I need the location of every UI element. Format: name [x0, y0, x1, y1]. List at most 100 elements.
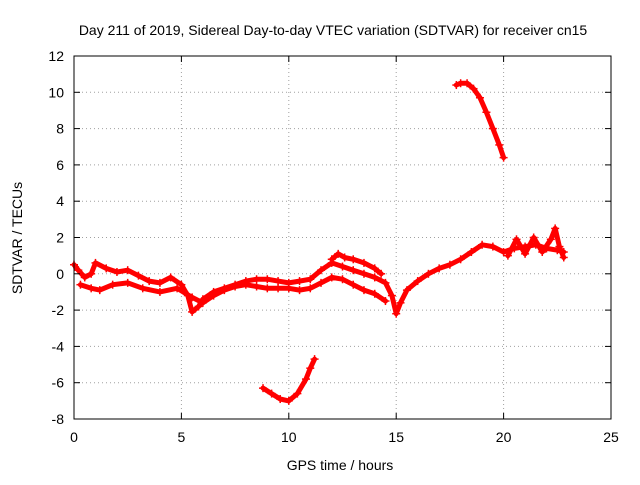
data-point	[349, 255, 358, 264]
data-point	[306, 275, 315, 284]
data-point	[340, 253, 349, 262]
y-tick-label: -2	[52, 302, 65, 318]
x-tick-label: 5	[178, 429, 186, 445]
data-point	[381, 278, 390, 287]
data-point	[188, 307, 197, 316]
data-point	[134, 271, 143, 280]
data-point	[482, 108, 491, 117]
data-point	[138, 284, 147, 293]
y-tick-label: -4	[52, 338, 65, 354]
x-tick-label: 20	[496, 429, 512, 445]
data-point	[293, 389, 302, 398]
data-point	[166, 273, 175, 282]
data-point	[209, 291, 218, 300]
data-point	[456, 255, 465, 264]
data-point	[467, 248, 476, 257]
data-point	[263, 284, 272, 293]
x-tick-label: 15	[388, 429, 404, 445]
chart-title: Day 211 of 2019, Sidereal Day-to-day VTE…	[79, 22, 588, 38]
data-point	[231, 282, 240, 291]
data-point	[327, 273, 336, 282]
x-axis-label: GPS time / hours	[287, 457, 394, 473]
data-point	[387, 291, 396, 300]
data-point	[495, 140, 504, 149]
series-late-scatter	[503, 224, 568, 262]
data-point	[317, 266, 326, 275]
data-point	[274, 284, 283, 293]
data-point	[424, 269, 433, 278]
data-point	[123, 278, 132, 287]
data-point	[392, 309, 401, 318]
data-point	[488, 124, 497, 133]
data-point	[74, 266, 83, 275]
data-point	[263, 275, 272, 284]
y-tick-label: 4	[56, 193, 64, 209]
tick-layer: 0 5 10 15 20 25 -8 -6 -4 -2 0 2 4 6 8 10 12	[48, 48, 619, 445]
data-point	[381, 297, 390, 306]
data-point	[469, 84, 478, 93]
y-tick-label: 0	[56, 266, 64, 282]
y-tick-label: 6	[56, 157, 64, 173]
y-tick-label: 10	[48, 84, 64, 100]
data-layer	[70, 79, 568, 405]
data-point	[475, 93, 484, 102]
y-tick-label: 8	[56, 121, 64, 137]
data-point	[108, 280, 117, 289]
data-point	[155, 287, 164, 296]
data-point	[123, 266, 132, 275]
y-tick-label: 2	[56, 230, 64, 246]
data-point	[327, 255, 336, 264]
data-point	[338, 275, 347, 284]
data-point	[194, 302, 203, 311]
series-low-arc	[259, 355, 319, 405]
series-lower-band	[76, 273, 390, 307]
data-point	[188, 293, 197, 302]
data-point	[359, 286, 368, 295]
data-point	[521, 249, 530, 258]
data-point	[413, 277, 422, 286]
data-point	[220, 286, 229, 295]
data-point	[241, 280, 250, 289]
data-point	[435, 264, 444, 273]
y-axis-label: SDTVAR / TECUs	[9, 182, 25, 294]
data-point	[284, 396, 293, 405]
data-point	[295, 286, 304, 295]
data-point	[546, 235, 555, 244]
data-point	[87, 284, 96, 293]
data-point	[334, 249, 343, 258]
data-point	[87, 269, 96, 278]
data-point	[259, 384, 268, 393]
data-point	[370, 273, 379, 282]
data-point	[377, 269, 386, 278]
data-point	[349, 280, 358, 289]
data-point	[551, 224, 560, 233]
data-point	[112, 267, 121, 276]
y-tick-label: 12	[48, 48, 64, 64]
data-point	[252, 275, 261, 284]
data-point	[267, 389, 276, 398]
data-point	[274, 277, 283, 286]
data-point	[76, 280, 85, 289]
data-point	[359, 269, 368, 278]
data-point	[488, 242, 497, 251]
data-point	[310, 355, 319, 364]
data-point	[478, 240, 487, 249]
series-main-track	[70, 240, 568, 318]
x-tick-label: 10	[281, 429, 297, 445]
x-tick-label: 0	[70, 429, 78, 445]
data-point	[301, 375, 310, 384]
series-band	[71, 242, 567, 317]
data-point	[306, 364, 315, 373]
data-point	[555, 242, 564, 251]
data-point	[80, 273, 89, 282]
data-point	[155, 278, 164, 287]
data-point	[95, 286, 104, 295]
data-point	[370, 289, 379, 298]
grid-layer	[74, 56, 611, 419]
data-point	[177, 280, 186, 289]
x-tick-label: 25	[603, 429, 619, 445]
series-high-arc	[452, 79, 508, 162]
data-point	[306, 284, 315, 293]
data-point	[452, 81, 461, 90]
data-point	[529, 233, 538, 242]
